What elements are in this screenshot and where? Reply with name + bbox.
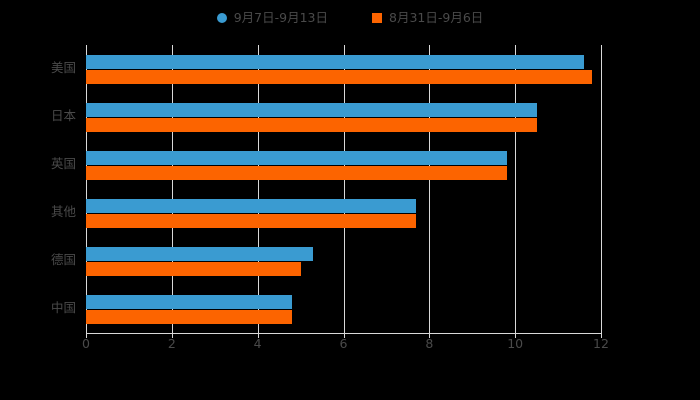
x-tick-mark [601,333,602,338]
plot-area [86,45,602,338]
bar-group [86,102,601,132]
legend-marker-square-icon [372,13,382,23]
y-axis-label-中国: 中国 [50,300,76,315]
bar-日本-8月31日-9月6日[interactable] [86,117,537,132]
bar-group [86,198,601,228]
x-tick-mark [257,333,259,338]
x-tick-label: 10 [507,336,524,351]
x-tick-label: 6 [339,336,348,351]
x-gridline [343,45,345,333]
bar-中国-8月31日-9月6日[interactable] [86,309,292,324]
x-tick-mark [343,333,345,338]
x-tick-label: 2 [167,336,176,351]
y-axis-label-美国: 美国 [50,60,76,75]
bar-美国-9月7日-9月13日[interactable] [86,54,584,69]
bar-中国-9月7日-9月13日[interactable] [86,294,292,309]
y-axis-label-日本: 日本 [50,108,76,123]
bar-德国-8月31日-9月6日[interactable] [86,261,301,276]
x-tick-mark [515,333,517,338]
bar-其他-9月7日-9月13日[interactable] [86,198,417,213]
x-gridline [86,45,87,333]
x-tick-mark [86,333,87,338]
x-axis-tick-labels: 0 2 4 6 8 10 12 [82,336,609,358]
bar-group [86,54,601,84]
bar-英国-9月7日-9月13日[interactable] [86,150,507,165]
x-tick-mark [171,333,173,338]
x-gridline [515,45,517,333]
legend-item-series-1[interactable]: 8月31日-9月6日 [372,9,484,25]
x-tick-label: 0 [82,336,90,351]
y-axis-label-德国: 德国 [50,252,76,267]
y-axis-label-其他: 其他 [50,204,76,219]
legend-marker-circle-icon [216,13,227,23]
x-tick-label: 12 [593,336,609,351]
y-axis-label-英国: 英国 [50,156,76,171]
bar-group [86,294,601,324]
legend-label-series-0: 9月7日-9月13日 [233,9,328,25]
bar-group [86,150,601,180]
y-axis-labels: 美国日本英国其他德国中国 [0,45,76,333]
bar-英国-8月31日-9月6日[interactable] [86,165,507,180]
x-gridline [171,45,173,333]
bar-其他-8月31日-9月6日[interactable] [86,213,417,228]
x-gridline [257,45,259,333]
x-tick-label: 4 [253,336,262,351]
bar-日本-9月7日-9月13日[interactable] [86,102,537,117]
x-gridline [601,45,602,333]
x-tick-mark [429,333,431,338]
chart-legend: 9月7日-9月13日 8月31日-9月6日 [0,6,700,30]
x-gridline [429,45,431,333]
bar-group [86,246,601,276]
x-tick-label: 8 [425,336,434,351]
legend-item-series-0[interactable]: 9月7日-9月13日 [216,9,328,25]
legend-label-series-1: 8月31日-9月6日 [389,9,484,25]
bar-德国-9月7日-9月13日[interactable] [86,246,314,261]
bar-美国-8月31日-9月6日[interactable] [86,69,593,84]
